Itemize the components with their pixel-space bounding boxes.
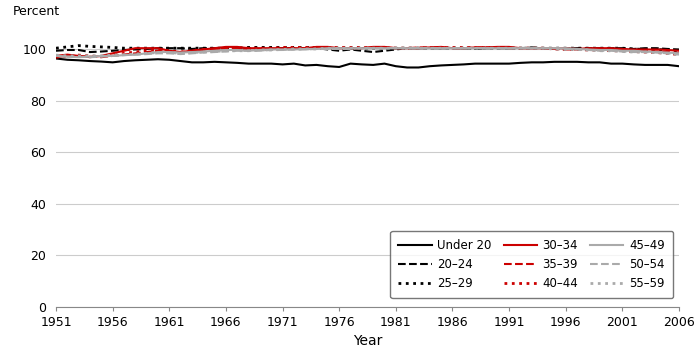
Legend: Under 20, 20–24, 25–29, 30–34, 35–39, 40–44, 45–49, 50–54, 55–59: Under 20, 20–24, 25–29, 30–34, 35–39, 40… <box>390 231 673 298</box>
Text: Percent: Percent <box>13 5 60 18</box>
X-axis label: Year: Year <box>353 334 382 348</box>
